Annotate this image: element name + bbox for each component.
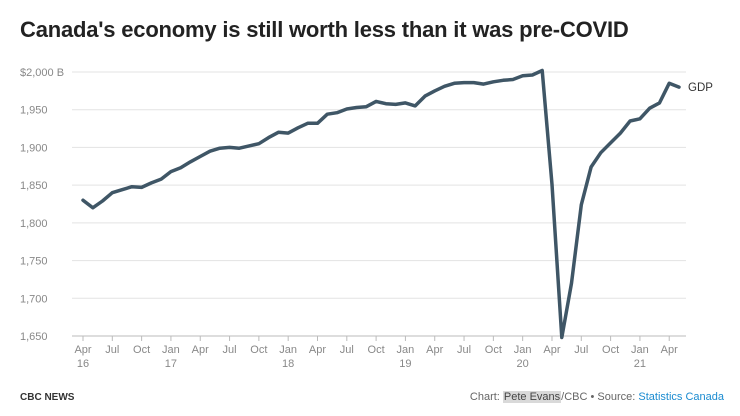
chart-credit: Chart: Pete Evans/CBC • Source: Statisti… — [470, 391, 724, 403]
x-tick-label: Jul — [457, 344, 471, 356]
line-chart: $2,000 B 1,950 1,900 1,850 1,800 1,750 1,700 1,… — [20, 67, 713, 370]
series-layer: GDP — [81, 68, 713, 340]
x-tick-label: Jan — [631, 344, 649, 356]
x-tick-year-label: 17 — [165, 358, 177, 370]
x-tick-year-label: 21 — [634, 358, 646, 370]
y-tick-label: 1,950 — [20, 105, 48, 117]
x-tick-label: Apr — [543, 344, 560, 356]
author-suffix: /CBC — [561, 391, 588, 403]
x-tick-year-label: 19 — [399, 358, 411, 370]
x-tick-label: Oct — [602, 344, 619, 356]
x-tick-label: Oct — [133, 344, 150, 356]
x-tick-label: Oct — [368, 344, 385, 356]
x-axis: Apr 16 Jul Oct Jan 17 Apr Jul Oct Jan 18 Apr Jul Oct J… — [72, 335, 686, 370]
y-tick-label: 1,850 — [20, 180, 48, 192]
x-tick-label: Jul — [223, 344, 237, 356]
x-tick-label: Oct — [485, 344, 502, 356]
x-tick-label: Jul — [340, 344, 354, 356]
y-axis: $2,000 B 1,950 1,900 1,850 1,800 1,750 1,700 1,… — [20, 67, 64, 343]
x-tick-label: Jan — [162, 344, 180, 356]
gdp-series-line — [81, 68, 681, 340]
author-name: Pete Evans — [502, 391, 562, 403]
y-tick-label: $2,000 B — [20, 67, 64, 79]
x-tick-label: Jan — [514, 344, 532, 356]
x-tick-label: Apr — [74, 344, 91, 356]
x-tick-label: Oct — [250, 344, 267, 356]
series-label: GDP — [688, 82, 713, 94]
publisher-logo-text: CBC NEWS — [20, 392, 75, 403]
x-tick-year-label: 18 — [282, 358, 294, 370]
x-tick-label: Jan — [397, 344, 415, 356]
x-tick-label: Apr — [192, 344, 209, 356]
source-link[interactable]: Statistics Canada — [638, 391, 724, 403]
chart-title: Canada's economy is still worth less tha… — [20, 17, 629, 42]
y-tick-label: 1,700 — [20, 293, 48, 305]
x-tick-label: Jan — [279, 344, 297, 356]
x-tick-label: Apr — [309, 344, 326, 356]
x-tick-label: Apr — [661, 344, 678, 356]
x-tick-label: Jul — [105, 344, 119, 356]
gridlines — [72, 71, 686, 299]
x-tick-label: Apr — [426, 344, 443, 356]
x-tick-label: Jul — [574, 344, 588, 356]
source-separator: • Source: — [587, 391, 639, 403]
x-tick-year-label: 16 — [77, 358, 89, 370]
y-tick-label: 1,900 — [20, 142, 48, 154]
y-tick-label: 1,800 — [20, 218, 48, 230]
credit-prefix: Chart: — [469, 391, 503, 403]
y-tick-label: 1,750 — [20, 256, 48, 268]
y-tick-label: 1,650 — [20, 331, 48, 343]
x-tick-year-label: 20 — [517, 358, 529, 370]
